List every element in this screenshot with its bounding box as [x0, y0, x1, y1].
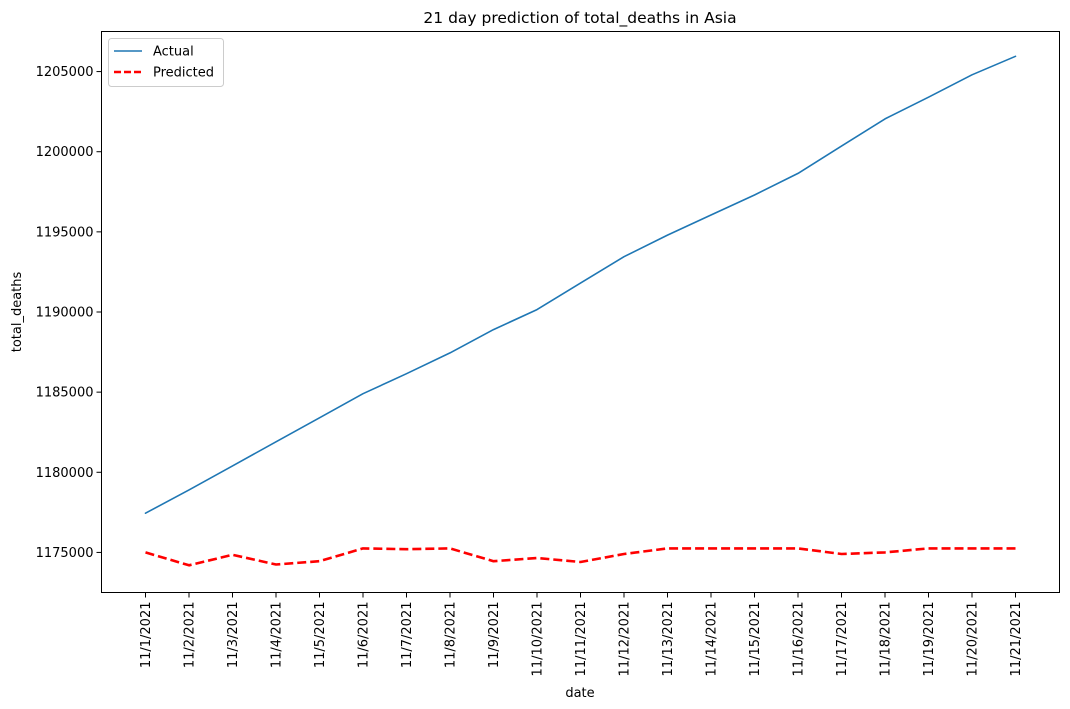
- x-tick-label: 11/2/2021: [183, 602, 198, 669]
- x-axis: 11/1/2021 11/2/2021 11/3/2021 11/4/2021 11/5…: [139, 592, 1024, 677]
- y-tick-label: 1200000: [36, 145, 94, 160]
- x-tick-label: 11/16/2021: [792, 602, 807, 677]
- y-tick-label: 1195000: [36, 225, 94, 240]
- x-tick-label: 11/11/2021: [574, 602, 589, 677]
- x-tick-label: 11/7/2021: [400, 602, 415, 669]
- x-tick-label: 11/18/2021: [879, 602, 894, 677]
- x-tick-label: 11/14/2021: [705, 602, 720, 677]
- y-tick-label: 1185000: [36, 386, 94, 401]
- legend-label-predicted: Predicted: [153, 66, 214, 81]
- x-tick-label: 11/10/2021: [531, 602, 546, 677]
- series-layer: [144, 55, 1017, 567]
- y-tick-label: 1180000: [36, 466, 94, 481]
- series-line-predicted: [145, 547, 1016, 567]
- x-axis-label: date: [565, 686, 594, 701]
- y-tick-label: 1190000: [36, 306, 94, 321]
- y-axis-label: total_deaths: [10, 272, 25, 353]
- x-tick-label: 11/12/2021: [618, 602, 633, 677]
- chart-title: 21 day prediction of total_deaths in Asi…: [423, 9, 736, 28]
- x-tick-label: 11/8/2021: [444, 602, 459, 669]
- x-tick-label: 11/3/2021: [226, 602, 241, 669]
- x-tick-label: 11/6/2021: [357, 602, 372, 669]
- y-axis: 1175000 1180000 1185000 1190000 1195000 12000…: [36, 65, 102, 561]
- x-tick-label: 11/21/2021: [1009, 602, 1024, 677]
- x-tick-label: 11/17/2021: [835, 602, 850, 677]
- legend: Actual Predicted: [108, 38, 224, 87]
- series-line-actual: [144, 55, 1017, 515]
- x-tick-label: 11/13/2021: [661, 602, 676, 677]
- legend-label-actual: Actual: [153, 45, 194, 60]
- x-tick-label: 11/5/2021: [313, 602, 328, 669]
- x-tick-label: 11/20/2021: [966, 602, 981, 677]
- x-tick-label: 11/9/2021: [487, 602, 502, 669]
- y-tick-label: 1175000: [36, 546, 94, 561]
- x-tick-label: 11/4/2021: [270, 602, 285, 669]
- x-tick-label: 11/1/2021: [139, 602, 154, 669]
- y-tick-label: 1205000: [36, 65, 94, 80]
- x-tick-label: 11/15/2021: [748, 602, 763, 677]
- x-tick-label: 11/19/2021: [922, 602, 937, 677]
